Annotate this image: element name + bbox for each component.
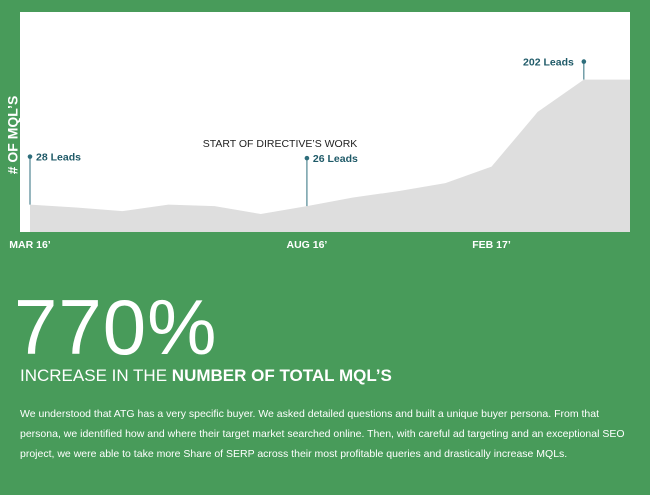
chart-annotation: START OF DIRECTIVE’S WORK: [203, 138, 358, 150]
caption-emphasis: NUMBER OF TOTAL MQL’S: [171, 366, 392, 385]
x-tick-label: FEB 17’: [472, 239, 511, 251]
caption-lead: INCREASE IN THE: [20, 366, 168, 385]
x-tick-label: MAR 16’: [9, 239, 51, 251]
body-text: We understood that ATG has a very specif…: [20, 408, 625, 460]
callout-dot: [304, 155, 310, 161]
y-axis-label: # OF MQL’S: [5, 96, 21, 175]
data-label: 26 Leads: [313, 153, 358, 165]
callout-dot: [27, 154, 33, 159]
chart: # OF MQL’S START OF DIRECTIVE’S WORK MAR…: [5, 12, 630, 251]
stat: 770%: [14, 283, 218, 371]
data-label-callout: 28 Leads: [27, 151, 81, 205]
x-tick-label: AUG 16’: [286, 239, 327, 251]
data-label: 202 Leads: [523, 56, 574, 68]
data-label-callout: 202 Leads: [523, 56, 587, 80]
area: [30, 79, 630, 232]
data-label: 28 Leads: [36, 151, 81, 163]
stat-caption: INCREASE IN THE NUMBER OF TOTAL MQL’S: [20, 366, 392, 386]
callout-dot: [581, 59, 587, 64]
data-label-callout: 26 Leads: [304, 153, 358, 207]
